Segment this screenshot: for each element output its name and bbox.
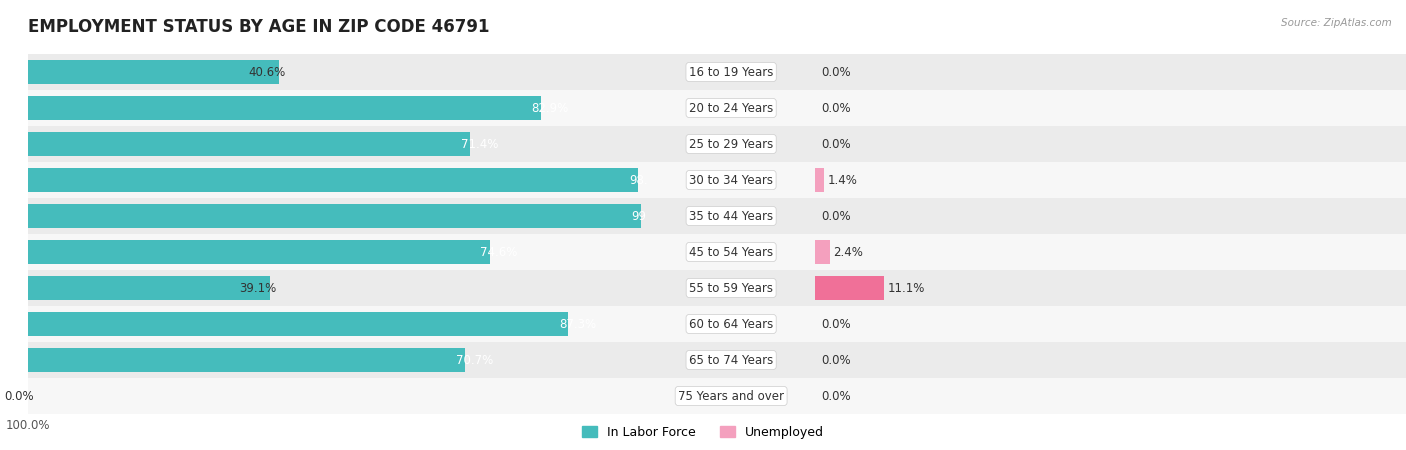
Bar: [28, 96, 541, 120]
Text: 87.3%: 87.3%: [560, 318, 596, 330]
Bar: [815, 162, 1406, 198]
Bar: [647, 342, 815, 378]
Bar: [647, 198, 815, 234]
Bar: [28, 234, 647, 270]
Bar: [647, 54, 815, 90]
Text: 39.1%: 39.1%: [239, 282, 276, 294]
Bar: [28, 378, 647, 414]
Legend: In Labor Force, Unemployed: In Labor Force, Unemployed: [576, 421, 830, 444]
Text: 30 to 34 Years: 30 to 34 Years: [689, 174, 773, 186]
Text: 75 Years and over: 75 Years and over: [678, 390, 785, 402]
Text: 35 to 44 Years: 35 to 44 Years: [689, 210, 773, 222]
Bar: [28, 306, 647, 342]
Text: 0.0%: 0.0%: [821, 102, 851, 114]
Text: 70.7%: 70.7%: [456, 354, 494, 366]
Text: 82.9%: 82.9%: [531, 102, 569, 114]
Bar: [28, 132, 470, 156]
Bar: [28, 204, 641, 228]
Bar: [815, 198, 1406, 234]
Text: Source: ZipAtlas.com: Source: ZipAtlas.com: [1281, 18, 1392, 28]
Text: 45 to 54 Years: 45 to 54 Years: [689, 246, 773, 258]
Bar: [28, 348, 465, 372]
Bar: [815, 342, 1406, 378]
Text: 16 to 19 Years: 16 to 19 Years: [689, 66, 773, 78]
Text: 2.4%: 2.4%: [834, 246, 863, 258]
Bar: [647, 378, 815, 414]
Text: 25 to 29 Years: 25 to 29 Years: [689, 138, 773, 150]
Text: 0.0%: 0.0%: [821, 66, 851, 78]
Text: 20 to 24 Years: 20 to 24 Years: [689, 102, 773, 114]
Text: 0.0%: 0.0%: [821, 354, 851, 366]
Text: 0.0%: 0.0%: [821, 210, 851, 222]
Bar: [815, 90, 1406, 126]
Bar: [28, 270, 647, 306]
Text: EMPLOYMENT STATUS BY AGE IN ZIP CODE 46791: EMPLOYMENT STATUS BY AGE IN ZIP CODE 467…: [28, 18, 489, 36]
Text: 0.0%: 0.0%: [4, 390, 34, 402]
Text: 55 to 59 Years: 55 to 59 Years: [689, 282, 773, 294]
Bar: [28, 276, 270, 300]
Bar: [28, 342, 647, 378]
Bar: [28, 90, 647, 126]
Text: 71.4%: 71.4%: [461, 138, 498, 150]
Text: 0.0%: 0.0%: [821, 318, 851, 330]
Bar: [28, 168, 638, 192]
Bar: [28, 162, 647, 198]
Bar: [815, 126, 1406, 162]
Bar: [28, 198, 647, 234]
Bar: [28, 126, 647, 162]
Bar: [28, 240, 489, 264]
Bar: [815, 306, 1406, 342]
Bar: [647, 162, 815, 198]
Bar: [647, 306, 815, 342]
Bar: [815, 168, 824, 192]
Text: 0.0%: 0.0%: [821, 138, 851, 150]
Bar: [815, 234, 1406, 270]
Text: 60 to 64 Years: 60 to 64 Years: [689, 318, 773, 330]
Text: 11.1%: 11.1%: [887, 282, 925, 294]
Bar: [815, 240, 831, 264]
Text: 74.6%: 74.6%: [481, 246, 517, 258]
Text: 99.0%: 99.0%: [631, 210, 668, 222]
Text: 40.6%: 40.6%: [249, 66, 285, 78]
Bar: [647, 234, 815, 270]
Text: 98.6%: 98.6%: [628, 174, 666, 186]
Bar: [647, 270, 815, 306]
Bar: [28, 54, 647, 90]
Bar: [28, 60, 280, 84]
Bar: [647, 90, 815, 126]
Text: 65 to 74 Years: 65 to 74 Years: [689, 354, 773, 366]
Text: 1.4%: 1.4%: [827, 174, 858, 186]
Bar: [647, 126, 815, 162]
Bar: [815, 276, 884, 300]
Bar: [815, 378, 1406, 414]
Bar: [815, 54, 1406, 90]
Text: 0.0%: 0.0%: [821, 390, 851, 402]
Bar: [815, 270, 1406, 306]
Bar: [28, 312, 568, 336]
